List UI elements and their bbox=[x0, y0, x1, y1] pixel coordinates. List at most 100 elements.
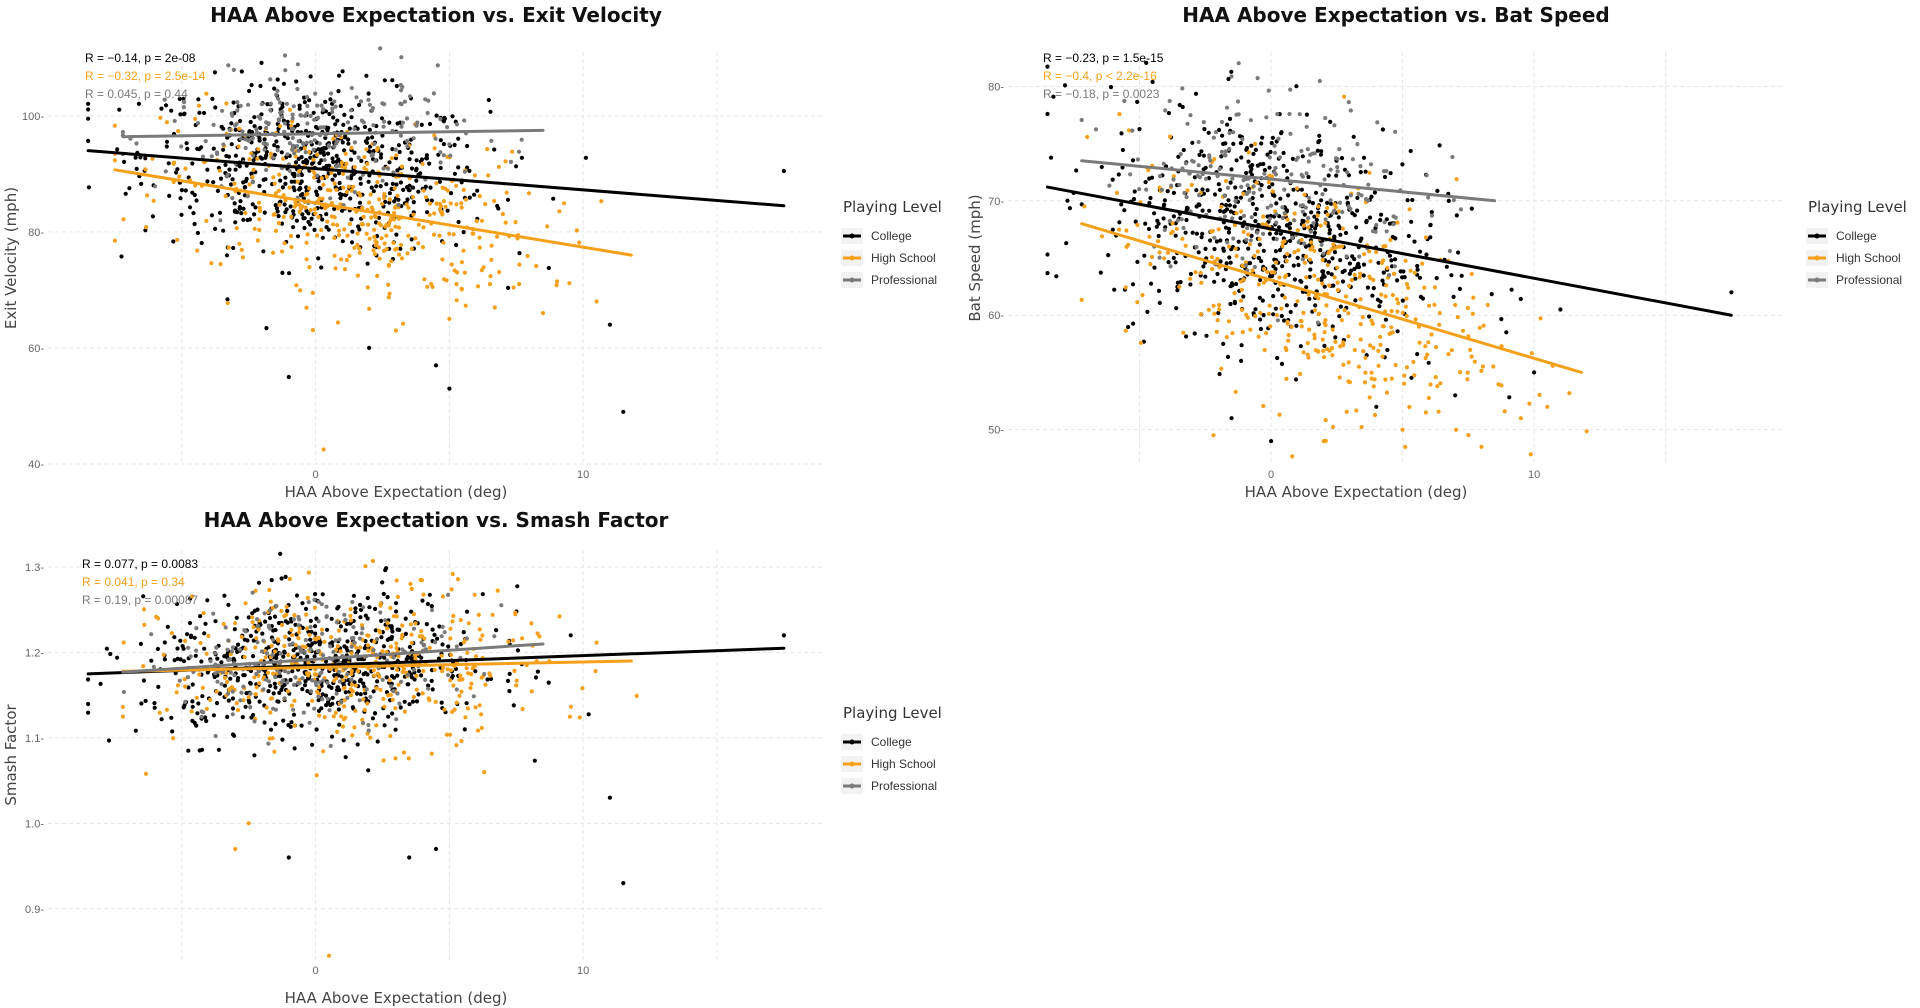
data-point bbox=[257, 217, 262, 222]
data-point bbox=[1282, 295, 1287, 300]
data-point bbox=[287, 185, 292, 190]
data-point bbox=[1227, 146, 1232, 152]
data-point bbox=[1240, 330, 1245, 335]
data-point bbox=[399, 242, 404, 248]
data-point bbox=[219, 124, 224, 129]
data-point bbox=[340, 724, 346, 729]
data-point bbox=[252, 675, 257, 680]
data-point bbox=[172, 118, 177, 124]
data-point bbox=[1079, 117, 1084, 123]
data-point bbox=[347, 126, 352, 131]
data-point bbox=[1267, 303, 1272, 308]
data-point bbox=[396, 225, 402, 230]
data-point bbox=[1412, 239, 1417, 244]
data-point bbox=[358, 99, 364, 104]
data-point bbox=[407, 94, 413, 99]
data-point bbox=[183, 684, 188, 689]
data-point bbox=[1319, 277, 1324, 283]
data-point bbox=[402, 99, 407, 104]
data-point bbox=[1367, 249, 1372, 254]
data-point bbox=[308, 643, 313, 648]
data-point bbox=[398, 705, 403, 710]
data-point bbox=[386, 262, 391, 268]
data-point bbox=[1239, 287, 1244, 292]
data-point bbox=[362, 707, 367, 713]
data-point bbox=[304, 208, 309, 213]
data-point bbox=[203, 621, 208, 626]
data-point bbox=[473, 705, 478, 710]
data-point bbox=[292, 746, 297, 751]
data-point bbox=[291, 712, 297, 717]
data-point bbox=[514, 683, 519, 688]
data-point bbox=[425, 110, 430, 116]
data-point bbox=[205, 670, 210, 675]
data-point bbox=[338, 103, 343, 109]
data-point bbox=[1142, 253, 1147, 258]
data-point bbox=[327, 708, 332, 713]
data-point bbox=[230, 706, 236, 711]
data-point bbox=[357, 246, 362, 251]
data-point bbox=[1567, 391, 1572, 396]
data-point bbox=[1323, 221, 1328, 226]
data-point bbox=[271, 637, 276, 642]
data-point bbox=[457, 677, 462, 682]
data-point bbox=[1203, 176, 1209, 181]
data-point bbox=[1342, 308, 1347, 313]
data-point bbox=[280, 114, 285, 119]
data-point bbox=[1389, 264, 1395, 269]
y-tick-label: 1.1- bbox=[25, 733, 44, 745]
data-point bbox=[281, 718, 286, 723]
data-point bbox=[459, 201, 464, 206]
data-point bbox=[139, 701, 144, 706]
data-point bbox=[1321, 269, 1326, 274]
data-point bbox=[1221, 341, 1226, 346]
data-point bbox=[316, 619, 321, 624]
data-point bbox=[247, 700, 252, 705]
data-point bbox=[388, 605, 393, 611]
data-point bbox=[1128, 172, 1133, 177]
data-point bbox=[1274, 313, 1279, 318]
data-point bbox=[303, 638, 308, 643]
data-point bbox=[445, 672, 451, 678]
data-point bbox=[1220, 133, 1225, 138]
data-point bbox=[1429, 210, 1434, 215]
data-point bbox=[249, 82, 254, 88]
data-point bbox=[230, 712, 235, 717]
data-point bbox=[177, 174, 182, 179]
data-point bbox=[1499, 317, 1504, 322]
data-point bbox=[1301, 219, 1306, 224]
data-point bbox=[213, 226, 218, 231]
data-point bbox=[1387, 273, 1392, 278]
data-point bbox=[1074, 168, 1079, 173]
data-point bbox=[382, 195, 387, 200]
data-point bbox=[331, 222, 336, 227]
data-point bbox=[282, 121, 287, 126]
data-point bbox=[86, 101, 91, 106]
data-point bbox=[234, 615, 239, 620]
data-point bbox=[1196, 163, 1201, 168]
data-point bbox=[1048, 155, 1054, 160]
data-point bbox=[438, 160, 443, 165]
data-point bbox=[352, 140, 357, 145]
data-point bbox=[351, 593, 356, 598]
data-point bbox=[297, 185, 303, 191]
data-point bbox=[188, 634, 194, 640]
data-point bbox=[1317, 133, 1322, 138]
data-point bbox=[1207, 208, 1212, 213]
data-point bbox=[1381, 270, 1386, 275]
data-point bbox=[220, 108, 225, 113]
data-point bbox=[1274, 212, 1279, 217]
data-point bbox=[577, 715, 582, 720]
data-point bbox=[377, 674, 382, 680]
data-point bbox=[452, 171, 457, 176]
data-point bbox=[1181, 330, 1186, 335]
data-point bbox=[428, 201, 433, 206]
data-point bbox=[303, 606, 309, 612]
data-point bbox=[1224, 105, 1230, 110]
data-point bbox=[1273, 249, 1278, 254]
data-point bbox=[1346, 360, 1351, 365]
regression-line-high-school bbox=[121, 659, 633, 673]
data-point bbox=[567, 281, 572, 286]
